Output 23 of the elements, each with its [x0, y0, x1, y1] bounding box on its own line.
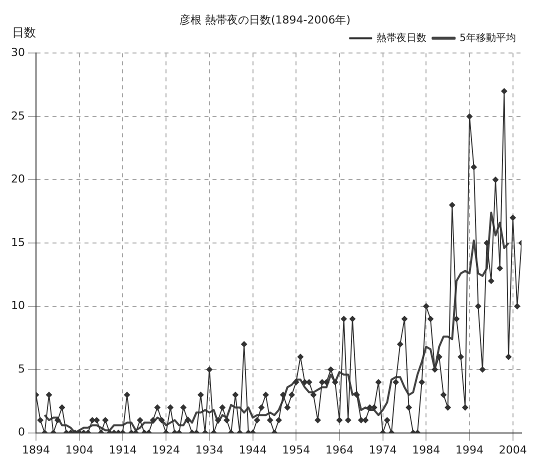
x-tick-label: 1904 [65, 443, 94, 456]
y-tick-label: 15 [10, 236, 25, 249]
y-tick-label: 25 [10, 109, 25, 122]
x-tick-label: 1984 [412, 443, 440, 456]
y-tick-label: 10 [10, 299, 25, 312]
y-tick-label: 5 [18, 362, 25, 376]
x-tick-label: 1944 [238, 443, 267, 456]
x-tick-label: 1934 [195, 443, 224, 456]
x-tick-label: 2004 [498, 443, 527, 456]
x-tick-label: 1994 [456, 443, 484, 456]
legend-label: 熱帯夜日数 [376, 32, 427, 44]
chart-title: 彦根 熱帯夜の日数(1894-2006年) [179, 13, 351, 26]
x-tick-label: 1974 [368, 443, 397, 456]
x-tick-label: 1914 [108, 443, 137, 456]
y-tick-label: 20 [10, 172, 25, 186]
x-tick-label: 1954 [282, 443, 310, 456]
y-tick-label: 30 [10, 46, 25, 60]
y-tick-label: 0 [18, 426, 25, 439]
x-tick-label: 1894 [22, 443, 50, 456]
x-tick-label: 1924 [152, 443, 180, 456]
x-tick-label: 1964 [325, 443, 354, 456]
legend-label: 5年移動平均 [460, 32, 516, 44]
y-axis-title: 日数 [12, 25, 36, 40]
